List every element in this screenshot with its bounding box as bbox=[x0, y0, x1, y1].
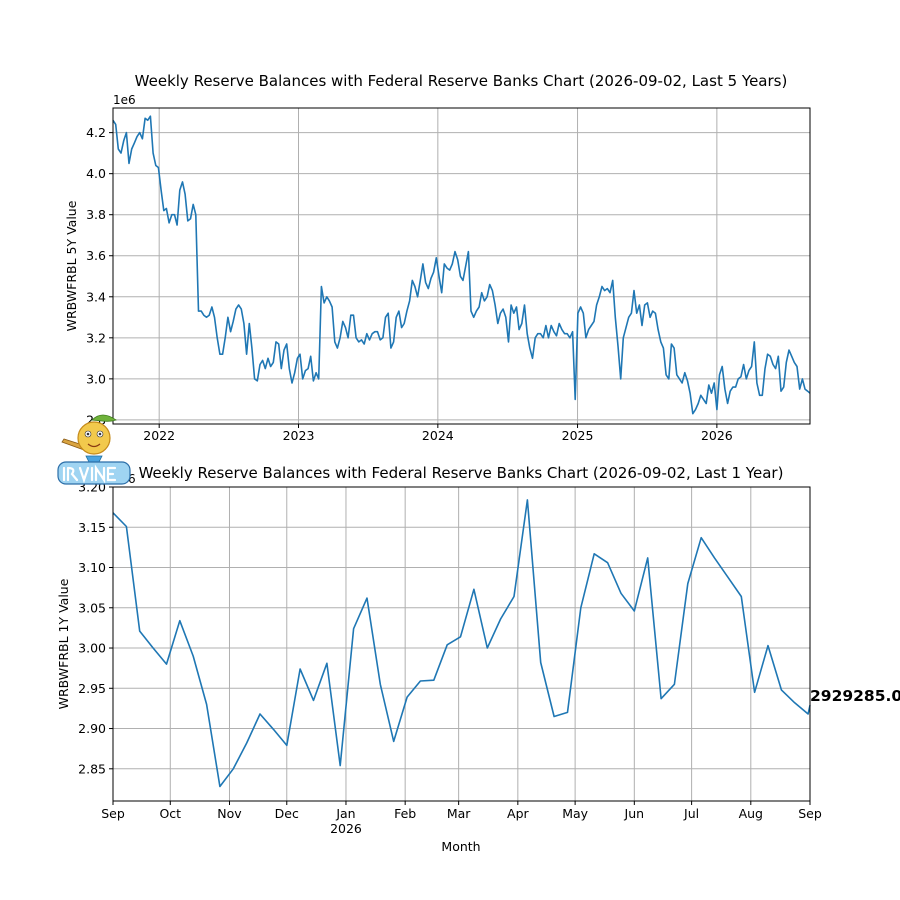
y-tick-label: 2.85 bbox=[78, 761, 106, 776]
chart-5-year: Weekly Reserve Balances with Federal Res… bbox=[64, 72, 811, 443]
series-line-1y bbox=[112, 499, 811, 788]
grid-1y bbox=[112, 486, 811, 801]
y-tick-label: 3.4 bbox=[86, 289, 106, 304]
x-tick-label: Jun bbox=[624, 806, 645, 821]
x-tick-label: May bbox=[562, 806, 588, 821]
x-tick-label: Feb bbox=[394, 806, 416, 821]
y-tick-label: 3.10 bbox=[78, 560, 106, 575]
x-tick-sublabel: 2026 bbox=[330, 821, 362, 836]
y-tick-label: 3.8 bbox=[86, 207, 106, 222]
y-tick-label: 3.0 bbox=[86, 371, 106, 386]
irvine-logo bbox=[57, 414, 131, 485]
x-tick-label: Aug bbox=[739, 806, 763, 821]
y-tick-label: 3.15 bbox=[78, 520, 106, 535]
chart-title-1y: Weekly Reserve Balances with Federal Res… bbox=[139, 464, 784, 482]
x-tick-label: Nov bbox=[217, 806, 242, 821]
chart-1-year: Weekly Reserve Balances with Federal Res… bbox=[56, 464, 900, 854]
x-tick-label: Mar bbox=[447, 806, 471, 821]
x-tick-label: Apr bbox=[507, 806, 529, 821]
series-line-5y bbox=[112, 115, 811, 415]
y-tick-label: 3.00 bbox=[78, 641, 106, 656]
y-tick-label: 4.0 bbox=[86, 166, 106, 181]
logo-face-icon bbox=[77, 421, 111, 455]
y-axis-label-1y: WRBWFRBL 1Y Value bbox=[56, 578, 71, 709]
y-tick-label: 3.6 bbox=[86, 248, 106, 263]
chart-title-5y: Weekly Reserve Balances with Federal Res… bbox=[135, 72, 788, 90]
x-tick-label: Jan bbox=[335, 806, 355, 821]
ticks-5y: 202220232024202520262.83.03.23.43.63.84.… bbox=[86, 125, 733, 443]
y-tick-label: 2.90 bbox=[78, 721, 106, 736]
y-tick-label: 4.2 bbox=[86, 125, 106, 140]
x-tick-label: Oct bbox=[159, 806, 181, 821]
plot-frame-5y bbox=[112, 107, 811, 425]
x-tick-label: 2026 bbox=[701, 428, 733, 443]
x-tick-label: Sep bbox=[798, 806, 822, 821]
x-tick-label: 2025 bbox=[562, 428, 594, 443]
logo-leaf-icon bbox=[91, 414, 117, 422]
x-tick-label: Dec bbox=[275, 806, 299, 821]
plot-frame-1y bbox=[112, 486, 811, 802]
x-tick-label: Jul bbox=[683, 806, 699, 821]
y-offset-label-5y: 1e6 bbox=[113, 93, 136, 107]
y-axis-label-5y: WRBWFRBL 5Y Value bbox=[64, 200, 79, 331]
grid-5y bbox=[113, 108, 810, 424]
y-tick-label: 2.95 bbox=[78, 681, 106, 696]
y-tick-label: 3.2 bbox=[86, 330, 106, 345]
x-tick-label: 2024 bbox=[422, 428, 454, 443]
y-tick-label: 3.05 bbox=[78, 600, 106, 615]
x-axis-label-1y: Month bbox=[441, 839, 480, 854]
last-value-annotation: 2929285.00 bbox=[810, 687, 900, 705]
x-tick-label: 2022 bbox=[143, 428, 175, 443]
x-tick-label: Sep bbox=[101, 806, 125, 821]
x-tick-label: 2023 bbox=[283, 428, 315, 443]
